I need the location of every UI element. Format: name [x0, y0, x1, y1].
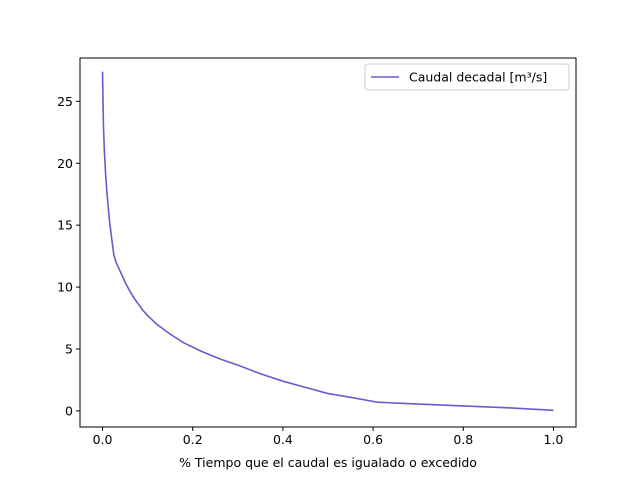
y-tick-label: 10	[57, 280, 73, 295]
y-tick-label: 0	[65, 403, 73, 418]
x-tick-label: 0.4	[273, 432, 293, 447]
y-tick-label: 5	[65, 341, 73, 356]
x-tick-label: 0.2	[183, 432, 203, 447]
legend-label: Caudal decadal [m³/s]	[409, 70, 547, 85]
y-tick-label: 15	[57, 218, 73, 233]
y-axis: 0 5 10 15 20 25	[57, 94, 80, 418]
legend-box	[364, 63, 570, 91]
legend: Caudal decadal [m³/s]	[364, 63, 570, 91]
series-line	[101, 71, 554, 412]
x-tick-label: 1.0	[544, 432, 564, 447]
x-tick-label: 0.8	[453, 432, 473, 447]
x-tick-label: 0.6	[363, 432, 383, 447]
y-tick-label: 20	[57, 156, 73, 171]
x-tick-label: 0.0	[93, 432, 113, 447]
x-axis: 0.0 0.2 0.4 0.6 0.8 1.0	[93, 427, 564, 447]
y-tick-label: 25	[57, 94, 73, 109]
x-axis-label: % Tiempo que el caudal es igualado o exc…	[179, 455, 477, 470]
plot-area	[101, 71, 554, 412]
axes-frame	[79, 57, 577, 428]
